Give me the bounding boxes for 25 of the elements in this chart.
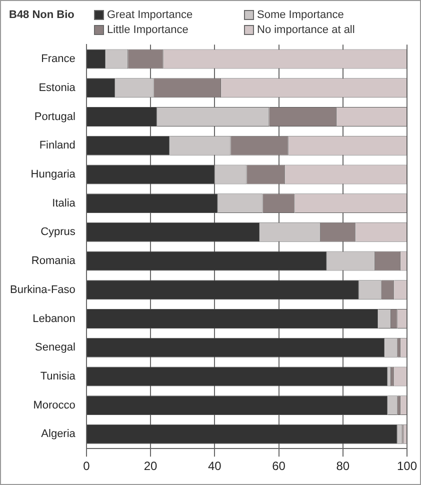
x-tick-label: 100 xyxy=(396,459,418,474)
y-tick-label: Tunisia xyxy=(40,370,76,382)
legend-label: Little Importance xyxy=(107,24,188,36)
chart-title: B48 Non Bio xyxy=(9,9,74,21)
y-tick-label: Senegal xyxy=(35,342,76,354)
x-tick-label: 0 xyxy=(83,459,90,474)
y-tick-label: Romania xyxy=(31,255,76,268)
y-tick-label: Lebanon xyxy=(32,312,76,325)
legend-label: No importance at all xyxy=(257,24,355,36)
x-tick-label: 80 xyxy=(336,459,350,474)
x-tick-label: 20 xyxy=(144,459,158,474)
y-tick-label: Portugal xyxy=(34,110,76,123)
y-tick-label: Burkina-Faso xyxy=(10,284,76,296)
y-tick-label: Estonia xyxy=(38,82,76,94)
x-tick-label: 60 xyxy=(272,459,286,474)
y-tick-label: Finland xyxy=(39,140,76,152)
y-tick-label: Italia xyxy=(52,197,76,210)
x-tick-label: 40 xyxy=(208,459,222,474)
y-tick-label: France xyxy=(41,53,76,66)
y-tick-label: Cyprus xyxy=(40,226,76,238)
y-tick-label: Algeria xyxy=(41,428,76,440)
legend-label: Some Importance xyxy=(257,9,344,21)
text: Great Importance xyxy=(107,9,193,21)
y-tick-label: Hungaria xyxy=(30,168,76,180)
y-tick-label: Morocco xyxy=(33,399,76,412)
